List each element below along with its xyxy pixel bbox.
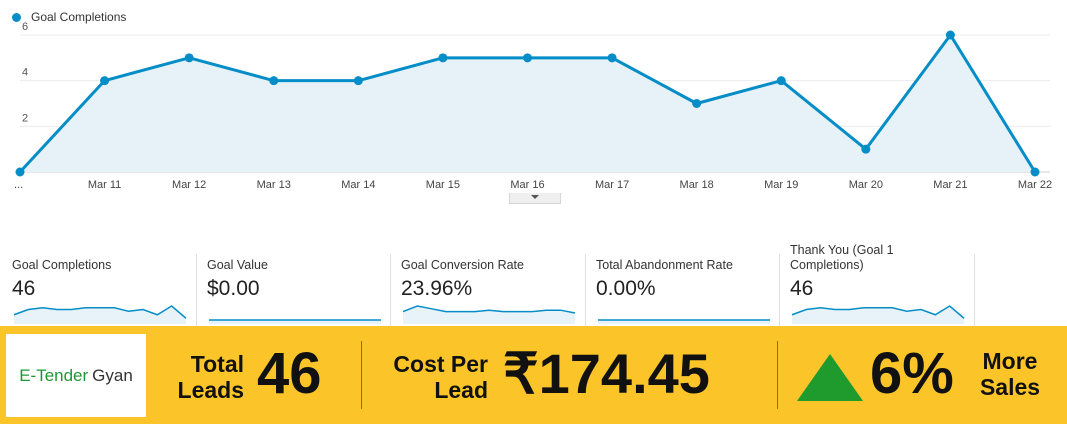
- more-sales-label-line2: Sales: [979, 374, 1041, 400]
- goal-completions-chart: Goal Completions 2 4 6... Mar 11 Mar 12 Mar 1…: [0, 0, 1067, 205]
- line-chart-svg: 2 4 6... Mar 11 Mar 12 Mar 13 Mar 14 Mar 15 Mar …: [14, 21, 1052, 191]
- x-tick-label: Mar 22: [1018, 179, 1052, 191]
- chevron-down-icon: [531, 195, 539, 199]
- sparkline-area: [209, 320, 381, 324]
- sparkline-area: [792, 306, 964, 324]
- area-fill: [20, 35, 1035, 172]
- more-sales-label-line1: More: [982, 348, 1038, 374]
- data-point: [353, 76, 363, 86]
- metric-value: 23.96%: [401, 277, 473, 300]
- x-tick-label: Mar 19: [764, 179, 798, 191]
- y-tick-label: 6: [22, 21, 28, 33]
- metric-divider: [585, 254, 586, 330]
- cost-per-lead-label-line2: Lead: [434, 377, 488, 403]
- data-point: [184, 53, 194, 63]
- logo-text-primary: E-Tender: [19, 365, 89, 385]
- data-point: [438, 53, 448, 63]
- data-point: [945, 30, 955, 40]
- x-tick-label: Mar 18: [680, 179, 714, 191]
- metric-sparkline: [598, 319, 770, 324]
- metric-label: Goal Completions: [12, 258, 112, 272]
- more-sales-label: More Sales: [975, 348, 1045, 400]
- x-tick-label: Mar 14: [341, 179, 375, 191]
- x-tick-label: ...: [14, 179, 23, 191]
- metric-value: $0.00: [207, 277, 260, 300]
- data-point: [1030, 167, 1040, 177]
- up-arrow-icon: [797, 354, 863, 401]
- metric-sparkline: [791, 305, 965, 324]
- x-tick-label: Mar 12: [172, 179, 206, 191]
- metric-label: Goal Conversion Rate: [401, 258, 524, 272]
- metric-divider: [196, 254, 197, 330]
- x-tick-label: Mar 11: [88, 179, 121, 191]
- data-point: [776, 76, 786, 86]
- data-point: [15, 167, 25, 177]
- more-sales-value: 6%: [870, 341, 954, 406]
- legend-label: Goal Completions: [31, 10, 127, 24]
- x-tick-label: Mar 21: [933, 179, 967, 191]
- summary-banner: E-Tender Gyan Total Leads 46 Cost Per Le…: [0, 326, 1067, 424]
- sparkline-line: [791, 305, 965, 319]
- legend-dot-icon: [12, 12, 21, 22]
- sparkline-area: [598, 320, 770, 324]
- brand-logo: E-Tender Gyan: [6, 334, 146, 417]
- metric-sparkline: [402, 305, 576, 324]
- total-leads-label-line1: Total: [190, 351, 244, 377]
- banner-divider: [361, 341, 362, 409]
- total-leads-label: Total Leads: [160, 351, 244, 403]
- sparkline-area: [14, 306, 186, 324]
- metric-sparkline: [209, 319, 381, 324]
- data-point: [269, 76, 279, 86]
- metric-sparkline: [13, 305, 187, 324]
- metric-label: Thank You (Goal 1 Completions): [790, 243, 894, 272]
- data-point: [100, 76, 110, 86]
- sparkline-line: [13, 305, 187, 319]
- x-tick-label: Mar 15: [426, 179, 460, 191]
- metric-label: Total Abandonment Rate: [596, 258, 733, 272]
- total-leads-value: 46: [257, 341, 322, 406]
- x-tick-label: Mar 17: [595, 179, 629, 191]
- metric-value: 46: [12, 277, 36, 300]
- y-tick-label: 4: [22, 67, 28, 79]
- metric-value: 0.00%: [596, 277, 656, 300]
- sparkline-area: [403, 306, 575, 324]
- data-point: [523, 53, 532, 63]
- sparkline-line: [402, 305, 576, 314]
- total-leads-label-line2: Leads: [177, 377, 244, 403]
- chart-legend[interactable]: Goal Completions: [12, 10, 126, 24]
- banner-divider: [777, 341, 778, 409]
- metric-divider: [390, 254, 391, 330]
- x-tick-label: Mar 16: [510, 179, 544, 191]
- logo-text-secondary: Gyan: [92, 365, 133, 385]
- metric-value: 46: [790, 277, 814, 300]
- y-tick-label: 2: [22, 112, 28, 124]
- metric-divider: [779, 254, 780, 330]
- collapse-chart-toggle[interactable]: [509, 193, 561, 204]
- metrics-row: Goal Completions 46 Goal Value $0.00 Goa…: [0, 240, 980, 330]
- data-point: [861, 144, 871, 154]
- metric-divider: [974, 254, 975, 330]
- cost-per-lead-label: Cost Per Lead: [372, 351, 488, 403]
- data-point: [607, 53, 617, 63]
- cost-per-lead-label-line1: Cost Per: [393, 351, 488, 377]
- x-tick-label: Mar 20: [849, 179, 883, 191]
- cost-per-lead-value: ₹174.45: [503, 342, 710, 405]
- metric-label: Goal Value: [207, 258, 268, 272]
- x-tick-label: Mar 13: [257, 179, 291, 191]
- data-point: [692, 99, 702, 108]
